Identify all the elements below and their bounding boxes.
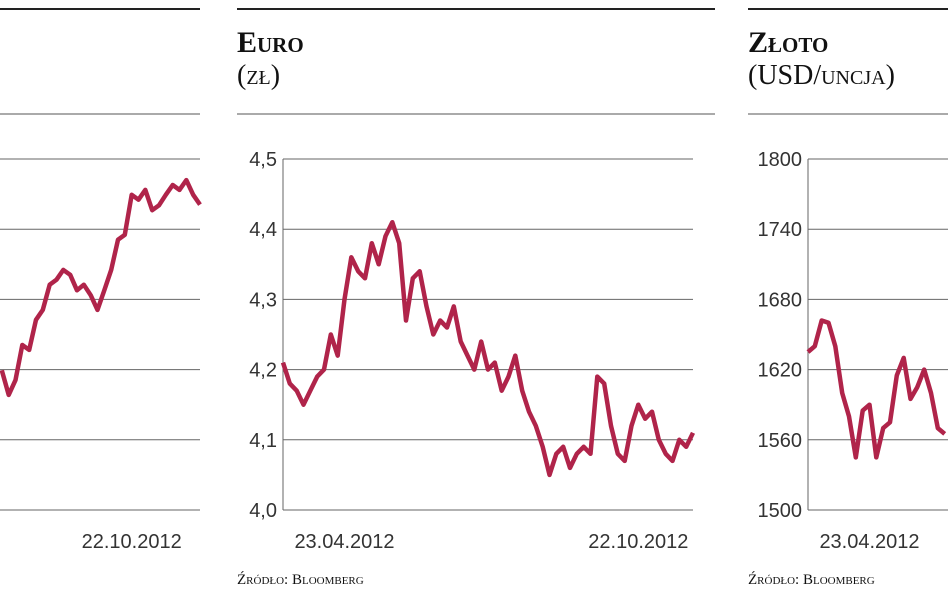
y-tick-label: 4,0 (249, 500, 277, 522)
source: Źródło: Bloomberg (237, 571, 364, 588)
panel: 22.10.2012 (0, 8, 202, 553)
y-tick-label: 1680 (758, 289, 803, 311)
x-tick-label: 23.04.2012 (819, 531, 919, 553)
y-tick-label: 1620 (758, 360, 803, 382)
y-tick-label: 1740 (758, 219, 803, 241)
y-tick-label: 1560 (758, 430, 803, 452)
y-tick-label: 4,4 (249, 219, 277, 241)
y-tick-label: 1800 (758, 149, 803, 171)
x-tick-label: 22.10.2012 (82, 531, 182, 553)
panel: Euro(zł) Źródło: Bloomberg 4,0 4,1 4,2 4,3 4,4… (237, 8, 715, 588)
panel-subtitle: (USD/uncja) (748, 60, 895, 91)
y-tick-label: 4,3 (249, 289, 277, 311)
y-tick-label: 4,1 (249, 430, 277, 452)
panel: Złoto(USD/uncja) Źródło: Bloomberg 1500 156… (748, 8, 948, 588)
line-series (806, 318, 947, 460)
x-tick-label: 23.04.2012 (294, 531, 394, 553)
y-tick-label: 4,2 (249, 360, 277, 382)
panel-subtitle: (zł) (237, 60, 280, 91)
panel-title: Euro (237, 26, 304, 59)
y-tick-label: 1500 (758, 500, 803, 522)
source: Źródło: Bloomberg (748, 571, 875, 588)
line-series (280, 219, 696, 478)
line-series (0, 177, 202, 398)
y-tick-label: 4,5 (249, 149, 277, 171)
x-tick-label: 22.10.2012 (588, 531, 688, 553)
panel-title: Złoto (748, 26, 828, 59)
